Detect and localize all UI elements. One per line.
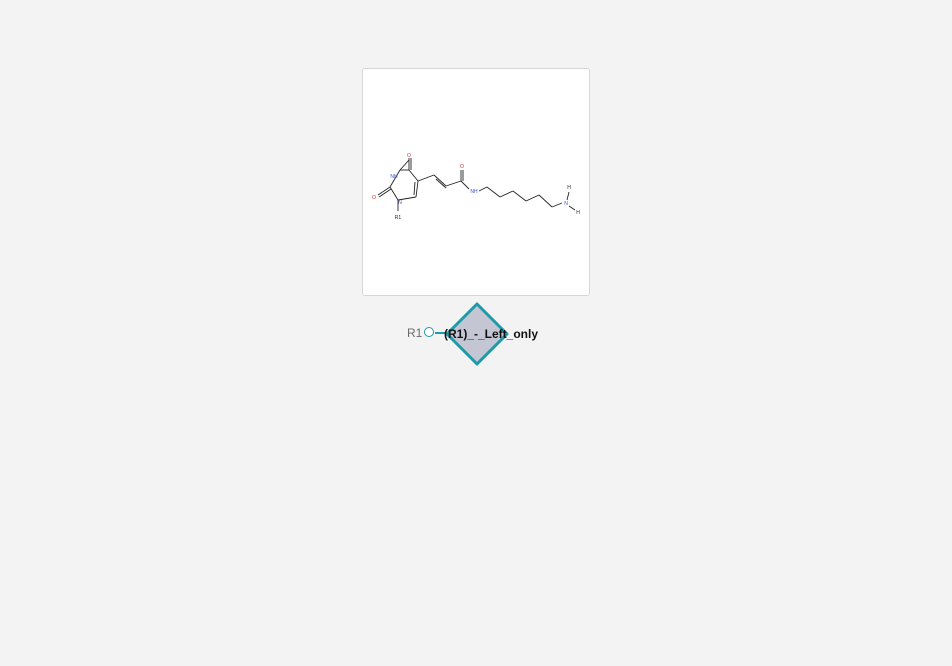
monomer-diamond[interactable]: [445, 302, 509, 366]
bond: [499, 190, 514, 198]
bond: [413, 181, 416, 196]
attachment-bond: [435, 332, 445, 334]
atom-label-hydrogen: H: [567, 185, 571, 191]
bond: [389, 169, 401, 188]
atom-label-nitrogen: N: [398, 200, 402, 206]
bond: [397, 196, 417, 201]
bond: [566, 191, 570, 201]
bond: [486, 186, 501, 198]
monomer-name[interactable]: (R1)_-_Left_only: [444, 327, 539, 341]
atom-label-nh: NH: [390, 174, 398, 180]
bond: [377, 186, 391, 196]
bond: [417, 174, 435, 182]
bond: [460, 180, 470, 190]
molecule-structure: O NH O N R1 O NH N H H: [372, 153, 580, 221]
atom-label-oxygen: O: [372, 195, 376, 201]
bond: [445, 180, 462, 187]
atom-label-oxygen: O: [460, 164, 464, 170]
bond: [568, 205, 576, 211]
bond: [389, 186, 399, 201]
bond: [433, 174, 447, 187]
bond: [538, 194, 553, 208]
monomer-node[interactable]: R1 (R1)_-_Left_only: [400, 300, 560, 370]
atom-label-hydrogen: H: [576, 210, 580, 216]
atom-label-oxygen: O: [407, 153, 411, 159]
bond: [525, 194, 540, 202]
bond: [512, 190, 527, 202]
bond: [399, 159, 410, 171]
atom-label-r1: R1: [395, 215, 402, 221]
bonds: [377, 158, 576, 211]
atom-labels: O NH O N R1 O NH N H H: [372, 153, 580, 221]
structure-preview-card: O NH O N R1 O NH N H H: [362, 68, 590, 296]
bond: [378, 188, 392, 198]
rgroup-label: R1: [407, 326, 423, 340]
bond: [415, 180, 419, 198]
diamond-icon[interactable]: [445, 302, 509, 366]
bond: [478, 186, 488, 192]
atom-label-nitrogen: N: [564, 201, 568, 207]
bond: [408, 169, 419, 182]
bond: [551, 202, 563, 208]
bond: [435, 178, 447, 189]
atom-label-nh: NH: [470, 189, 478, 195]
attachment-point[interactable]: [424, 327, 434, 337]
